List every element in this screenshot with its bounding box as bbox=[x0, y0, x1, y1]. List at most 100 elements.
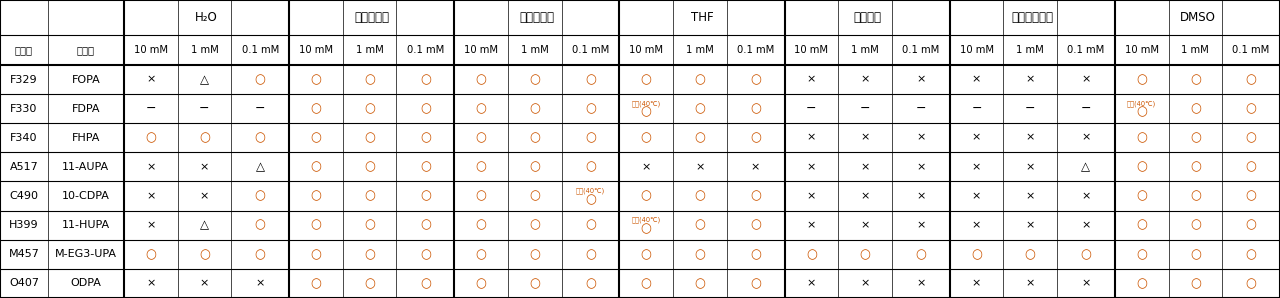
Text: ×: × bbox=[1082, 220, 1091, 230]
Text: ○: ○ bbox=[420, 219, 431, 232]
Text: F329: F329 bbox=[10, 74, 38, 85]
Text: ○: ○ bbox=[1137, 248, 1147, 261]
Text: ○: ○ bbox=[529, 102, 540, 115]
Text: 1 mM: 1 mM bbox=[851, 45, 879, 55]
Text: ○: ○ bbox=[311, 131, 321, 144]
Text: −: − bbox=[255, 102, 265, 115]
Text: ○: ○ bbox=[1190, 248, 1201, 261]
Text: −: − bbox=[146, 102, 156, 115]
Text: ○: ○ bbox=[1137, 160, 1147, 173]
Text: ×: × bbox=[806, 191, 817, 201]
Text: ×: × bbox=[916, 278, 925, 288]
Text: ○: ○ bbox=[420, 160, 431, 173]
Text: ○: ○ bbox=[364, 190, 375, 203]
Text: ○: ○ bbox=[1137, 277, 1147, 290]
Text: ODPA: ODPA bbox=[70, 278, 101, 288]
Text: ×: × bbox=[146, 220, 155, 230]
Text: ×: × bbox=[860, 162, 869, 172]
Text: ×: × bbox=[1082, 191, 1091, 201]
Text: ×: × bbox=[916, 133, 925, 143]
Text: ○: ○ bbox=[585, 277, 596, 290]
Text: ×: × bbox=[146, 191, 155, 201]
Text: ○: ○ bbox=[311, 160, 321, 173]
Text: ×: × bbox=[200, 162, 209, 172]
Text: 1 mM: 1 mM bbox=[1016, 45, 1044, 55]
Text: 0.1 mM: 0.1 mM bbox=[1068, 45, 1105, 55]
Text: ○: ○ bbox=[695, 219, 705, 232]
Text: ○: ○ bbox=[529, 248, 540, 261]
Text: −: − bbox=[200, 102, 210, 115]
Text: ×: × bbox=[1025, 133, 1036, 143]
Text: 加温(40℃): 加温(40℃) bbox=[631, 100, 660, 107]
Text: 10 mM: 10 mM bbox=[795, 45, 828, 55]
Text: THF: THF bbox=[691, 11, 713, 24]
Text: ○: ○ bbox=[1137, 106, 1147, 119]
Text: ○: ○ bbox=[529, 277, 540, 290]
Text: クロロホルム: クロロホルム bbox=[1011, 11, 1053, 24]
Text: −: − bbox=[972, 102, 982, 115]
Text: ○: ○ bbox=[915, 248, 927, 261]
Text: ×: × bbox=[806, 133, 817, 143]
Text: ○: ○ bbox=[1025, 248, 1036, 261]
Text: 10-CDPA: 10-CDPA bbox=[61, 191, 110, 201]
Text: ×: × bbox=[695, 162, 704, 172]
Text: ×: × bbox=[916, 220, 925, 230]
Text: ○: ○ bbox=[420, 73, 431, 86]
Text: ○: ○ bbox=[695, 131, 705, 144]
Text: ○: ○ bbox=[364, 131, 375, 144]
Text: O407: O407 bbox=[9, 278, 38, 288]
Text: ○: ○ bbox=[311, 190, 321, 203]
Text: ○: ○ bbox=[1137, 131, 1147, 144]
Text: ○: ○ bbox=[529, 73, 540, 86]
Text: ×: × bbox=[972, 74, 982, 85]
Text: コード: コード bbox=[15, 45, 33, 55]
Text: △: △ bbox=[200, 73, 209, 86]
Text: ○: ○ bbox=[529, 160, 540, 173]
Text: ○: ○ bbox=[1080, 248, 1092, 261]
Text: ×: × bbox=[972, 162, 982, 172]
Text: ×: × bbox=[146, 278, 155, 288]
Text: ○: ○ bbox=[695, 73, 705, 86]
Text: ○: ○ bbox=[1137, 190, 1147, 203]
Text: メタノール: メタノール bbox=[355, 11, 389, 24]
Text: ○: ○ bbox=[364, 160, 375, 173]
Text: ×: × bbox=[1025, 162, 1036, 172]
Text: ○: ○ bbox=[255, 131, 265, 144]
Text: ×: × bbox=[1082, 278, 1091, 288]
Text: ○: ○ bbox=[641, 277, 652, 290]
Text: ○: ○ bbox=[420, 190, 431, 203]
Text: 11-HUPA: 11-HUPA bbox=[61, 220, 110, 230]
Text: 10 mM: 10 mM bbox=[298, 45, 333, 55]
Text: ×: × bbox=[972, 133, 982, 143]
Text: ×: × bbox=[641, 162, 652, 172]
Text: 0.1 mM: 0.1 mM bbox=[572, 45, 609, 55]
Text: ○: ○ bbox=[476, 277, 486, 290]
Text: DMSO: DMSO bbox=[1179, 11, 1215, 24]
Text: ×: × bbox=[200, 191, 209, 201]
Text: 0.1 mM: 0.1 mM bbox=[1233, 45, 1270, 55]
Text: −: − bbox=[1080, 102, 1091, 115]
Text: ○: ○ bbox=[311, 277, 321, 290]
Text: FOPA: FOPA bbox=[72, 74, 100, 85]
Text: ○: ○ bbox=[585, 131, 596, 144]
Text: ×: × bbox=[1082, 133, 1091, 143]
Text: ○: ○ bbox=[641, 222, 652, 235]
Text: ○: ○ bbox=[1190, 160, 1201, 173]
Text: ○: ○ bbox=[1190, 131, 1201, 144]
Text: ○: ○ bbox=[750, 248, 762, 261]
Text: ○: ○ bbox=[1245, 248, 1257, 261]
Text: ○: ○ bbox=[972, 248, 982, 261]
Text: ×: × bbox=[860, 278, 869, 288]
Text: ×: × bbox=[860, 133, 869, 143]
Text: ○: ○ bbox=[585, 193, 596, 206]
Text: ○: ○ bbox=[255, 73, 265, 86]
Text: ○: ○ bbox=[364, 277, 375, 290]
Text: ○: ○ bbox=[641, 131, 652, 144]
Text: ○: ○ bbox=[695, 277, 705, 290]
Text: 0.1 mM: 0.1 mM bbox=[407, 45, 444, 55]
Text: ○: ○ bbox=[585, 160, 596, 173]
Text: 10 mM: 10 mM bbox=[960, 45, 993, 55]
Text: ○: ○ bbox=[1245, 102, 1257, 115]
Text: ×: × bbox=[146, 162, 155, 172]
Text: ○: ○ bbox=[311, 219, 321, 232]
